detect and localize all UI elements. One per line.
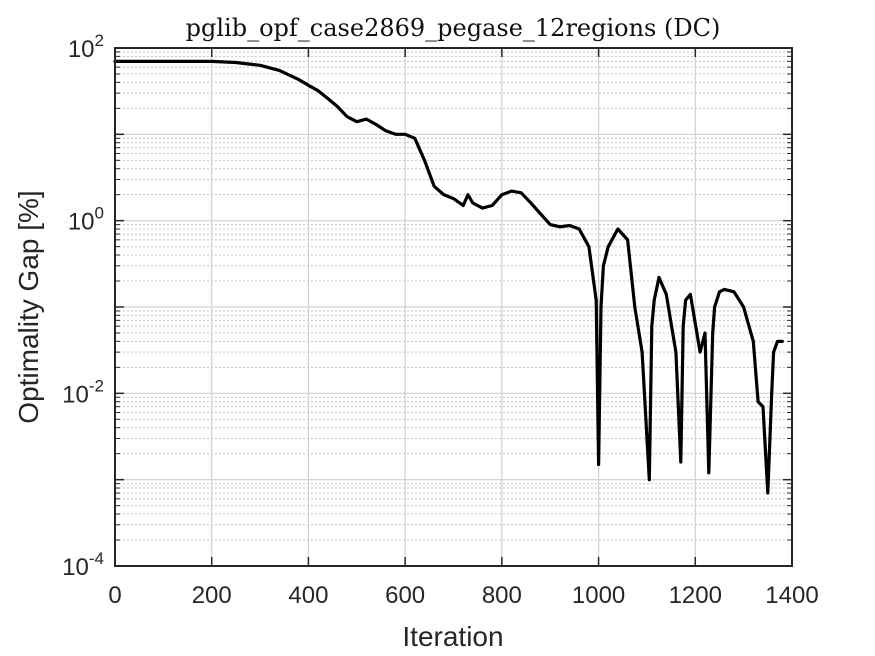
tick-marks xyxy=(114,47,793,567)
y-tick-label: 102 xyxy=(68,31,104,63)
x-tick-label: 400 xyxy=(288,582,328,609)
y-axis-label: Optimality Gap [%] xyxy=(13,190,44,423)
x-tick-labels: 0 200 400 600 800 1000 1200 1400 xyxy=(108,582,818,609)
series-layer xyxy=(113,59,784,495)
x-tick-label: 800 xyxy=(482,582,522,609)
x-tick-label: 0 xyxy=(108,582,121,609)
x-tick-label: 1200 xyxy=(669,582,722,609)
optimality-gap-line xyxy=(113,59,784,495)
x-tick-label: 1400 xyxy=(765,582,818,609)
x-tick-label: 200 xyxy=(192,582,232,609)
y-tick-label: 100 xyxy=(68,204,104,236)
x-tick-label: 1000 xyxy=(572,582,625,609)
x-tick-label: 600 xyxy=(385,582,425,609)
y-tick-label: 10-4 xyxy=(62,549,104,581)
x-axis-label: Iteration xyxy=(402,621,503,652)
y-tick-labels: 10-4 10-2 100 102 xyxy=(62,31,104,581)
y-tick-label: 10-2 xyxy=(62,376,104,408)
chart-title: pglib_opf_case2869_pegase_12regions (DC) xyxy=(186,14,721,42)
